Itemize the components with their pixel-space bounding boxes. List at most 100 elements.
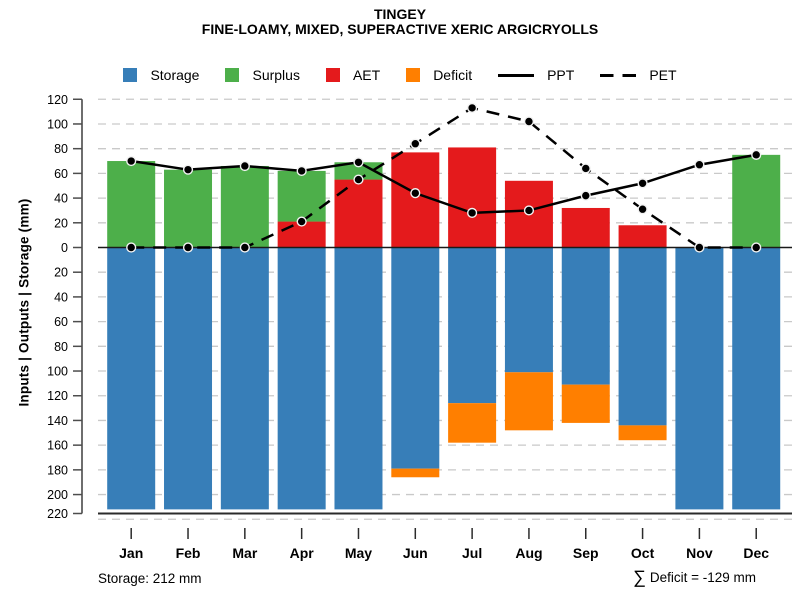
bar-aet-jul bbox=[448, 147, 497, 248]
ppt-point-jul bbox=[467, 207, 478, 219]
y-tick-label-100: 100 bbox=[47, 117, 68, 131]
bar-surplus-mar bbox=[220, 165, 269, 248]
x-tick-label-may: May bbox=[345, 545, 372, 561]
y-tick-label--20: 20 bbox=[54, 266, 68, 280]
legend-label: AET bbox=[352, 67, 381, 83]
chart-subtitle: FINE-LOAMY, MIXED, SUPERACTIVE XERIC ARG… bbox=[201, 21, 599, 37]
bar-deficit-aug bbox=[504, 372, 553, 431]
ppt-point-jan bbox=[126, 155, 137, 167]
surplus-swatch-icon bbox=[225, 68, 240, 82]
y-tick-label--80: 80 bbox=[54, 340, 68, 354]
legend-item-surplus: Surplus bbox=[225, 67, 300, 83]
bar-aet-oct bbox=[618, 225, 667, 248]
pet-point-jun bbox=[410, 138, 421, 149]
y-tick-label--180: 180 bbox=[47, 463, 68, 477]
bar-surplus-feb bbox=[164, 169, 213, 248]
bar-storage-feb bbox=[164, 247, 213, 510]
deficit-swatch-icon bbox=[406, 68, 421, 82]
chart-title: TINGEY bbox=[373, 6, 427, 22]
x-tick-label-sep: Sep bbox=[573, 545, 599, 561]
pet-point-jul bbox=[467, 102, 478, 114]
pet-point-apr bbox=[296, 216, 307, 227]
legend-item-storage: Storage bbox=[123, 67, 199, 83]
legend-label: PET bbox=[649, 67, 677, 83]
bar-storage-oct bbox=[618, 247, 667, 426]
y-tick-label-40: 40 bbox=[54, 192, 68, 206]
y-tick-label-20: 20 bbox=[54, 216, 68, 230]
legend-item-ppt: PPT bbox=[498, 67, 574, 83]
ppt-point-oct bbox=[637, 178, 648, 189]
x-tick-label-aug: Aug bbox=[515, 545, 542, 561]
ppt-point-may bbox=[353, 157, 364, 168]
legend-label: PPT bbox=[547, 67, 575, 83]
ppt-line bbox=[131, 153, 757, 215]
bar-storage-mar bbox=[220, 247, 269, 510]
ppt-point-apr bbox=[296, 165, 307, 177]
chart-legend: Storage Surplus AET Deficit PPT PET bbox=[0, 67, 800, 83]
pet-point-nov bbox=[694, 242, 705, 253]
deficit-caption: ∑ Deficit = -129 mm bbox=[633, 568, 756, 586]
x-tick-label-dec: Dec bbox=[743, 545, 769, 561]
x-tick-label-apr: Apr bbox=[290, 545, 315, 561]
pet-line bbox=[131, 106, 757, 249]
bar-deficit-oct bbox=[618, 425, 667, 441]
legend-label: Surplus bbox=[252, 67, 300, 83]
legend-item-deficit: Deficit bbox=[406, 67, 472, 83]
ppt-point-aug bbox=[523, 205, 535, 216]
y-tick-label-80: 80 bbox=[54, 142, 68, 156]
bar-storage-dec bbox=[732, 247, 781, 510]
deficit-caption-text: Deficit = -129 mm bbox=[649, 569, 756, 585]
x-tick-label-jun: Jun bbox=[403, 545, 428, 561]
y-tick-label--120: 120 bbox=[47, 389, 68, 403]
pet-line-icon bbox=[600, 73, 637, 77]
x-tick-label-jul: Jul bbox=[462, 545, 482, 561]
bar-storage-sep bbox=[561, 247, 610, 385]
sigma-icon: ∑ bbox=[633, 567, 646, 587]
chart-header: TINGEY FINE-LOAMY, MIXED, SUPERACTIVE XE… bbox=[0, 7, 800, 37]
pet-point-feb bbox=[182, 242, 194, 253]
pet-point-aug bbox=[523, 116, 535, 127]
ppt-line-icon bbox=[498, 73, 535, 77]
ppt-point-nov bbox=[694, 159, 705, 170]
aet-swatch-icon bbox=[325, 68, 340, 82]
storage-swatch-icon bbox=[123, 68, 138, 82]
y-tick-label--200: 200 bbox=[47, 488, 68, 502]
bar-surplus-may bbox=[334, 162, 383, 180]
bar-storage-aug bbox=[504, 247, 553, 373]
pet-point-may bbox=[353, 174, 364, 185]
pet-point-oct bbox=[637, 204, 648, 215]
pet-point-sep bbox=[580, 163, 591, 174]
bar-deficit-jun bbox=[391, 468, 440, 478]
bar-storage-may bbox=[334, 247, 383, 510]
bar-deficit-sep bbox=[561, 384, 610, 423]
x-tick-label-oct: Oct bbox=[631, 545, 655, 561]
bar-aet-may bbox=[334, 179, 383, 248]
y-tick-label-120: 120 bbox=[47, 93, 68, 107]
pet-point-jan bbox=[126, 242, 137, 253]
storage-caption: Storage: 212 mm bbox=[98, 571, 202, 586]
ppt-point-dec bbox=[751, 149, 762, 160]
ppt-point-jun bbox=[410, 188, 421, 199]
y-tick-label-0: 0 bbox=[61, 241, 68, 255]
ppt-point-sep bbox=[580, 190, 591, 201]
bar-surplus-jan bbox=[107, 161, 156, 248]
pet-point-dec bbox=[751, 242, 762, 253]
bar-storage-jul bbox=[448, 247, 497, 404]
y-tick-label--100: 100 bbox=[47, 365, 68, 379]
bar-deficit-jul bbox=[448, 403, 497, 443]
x-tick-label-mar: Mar bbox=[232, 545, 257, 561]
legend-label: Storage bbox=[150, 67, 200, 83]
bar-surplus-apr bbox=[277, 170, 326, 222]
y-tick-label--220: 220 bbox=[47, 507, 68, 521]
y-tick-label-60: 60 bbox=[54, 167, 68, 181]
pet-point-mar bbox=[239, 242, 250, 253]
y-tick-label--160: 160 bbox=[47, 439, 68, 453]
x-tick-label-jan: Jan bbox=[119, 545, 143, 561]
y-tick-label--40: 40 bbox=[54, 290, 68, 304]
bar-storage-apr bbox=[277, 247, 326, 510]
bar-storage-nov bbox=[675, 247, 724, 510]
x-tick-label-nov: Nov bbox=[686, 545, 713, 561]
bar-aet-sep bbox=[561, 207, 610, 248]
ppt-point-mar bbox=[239, 160, 250, 172]
